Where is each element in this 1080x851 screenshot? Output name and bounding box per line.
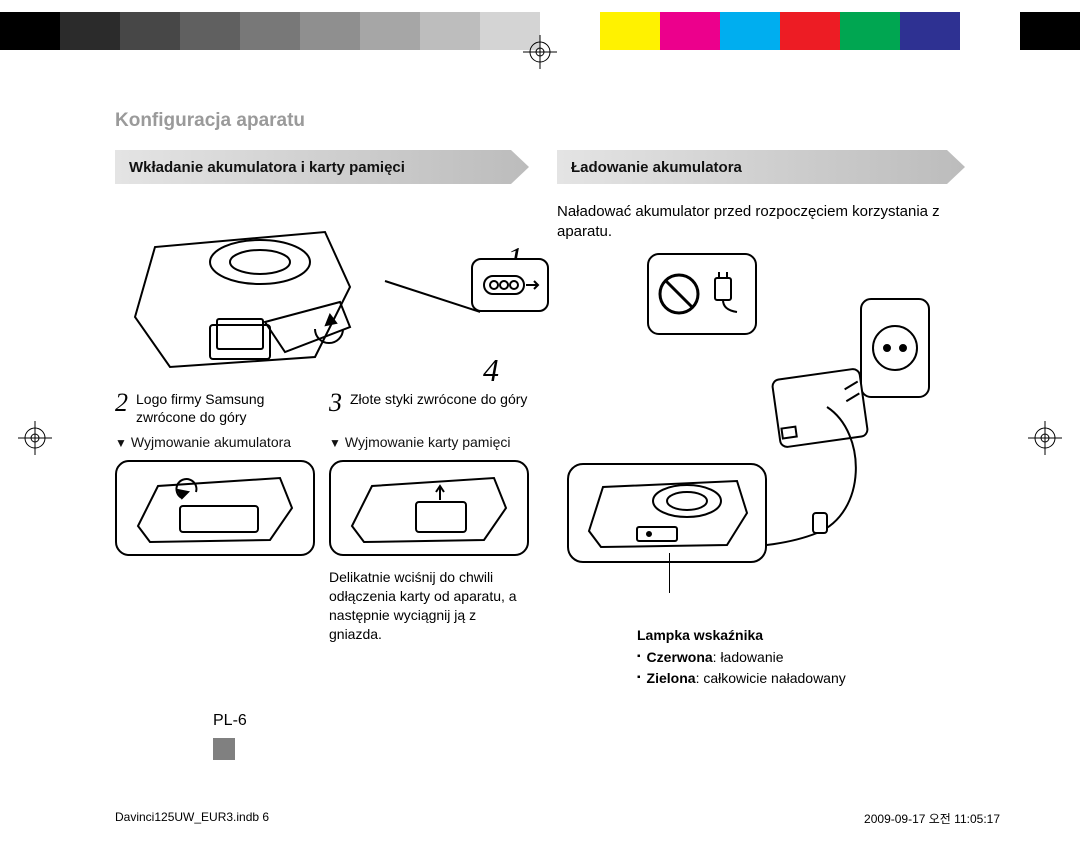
usb-plug-icon bbox=[707, 272, 747, 316]
remove-card-illustration bbox=[329, 460, 529, 556]
step-number-4: 4 bbox=[483, 352, 499, 389]
color-swatch bbox=[300, 12, 360, 50]
color-swatch bbox=[840, 12, 900, 50]
color-swatch bbox=[720, 12, 780, 50]
color-swatch bbox=[900, 12, 960, 50]
charge-intro-text: Naładować akumulator przed rozpoczęciem … bbox=[557, 202, 965, 243]
color-swatch bbox=[600, 12, 660, 50]
slide-direction-inset bbox=[471, 258, 549, 312]
indicator-red-text: : ładowanie bbox=[713, 649, 784, 665]
camera-bottom-illustration bbox=[567, 463, 767, 563]
section-title: Konfiguracja aparatu bbox=[115, 110, 965, 132]
card-eject-icon bbox=[344, 468, 514, 548]
camera-bottom-icon bbox=[577, 471, 757, 555]
page-content: Konfiguracja aparatu Wkładanie akumulato… bbox=[115, 110, 965, 800]
triangle-down-icon: ▼ bbox=[115, 434, 127, 452]
triangle-down-icon: ▼ bbox=[329, 434, 341, 452]
leader-line bbox=[385, 280, 481, 313]
color-swatch bbox=[1020, 12, 1080, 50]
step-2-text: Logo firmy Samsung zwrócone do góry bbox=[136, 390, 315, 426]
page-number: PL-6 bbox=[213, 712, 247, 730]
indicator-lamp-block: Lampka wskaźnika Czerwona: ładowanie Zie… bbox=[637, 627, 965, 689]
color-swatch bbox=[420, 12, 480, 50]
registration-mark-icon bbox=[523, 35, 557, 69]
step-number-3: 3 bbox=[329, 390, 342, 416]
right-column: Ładowanie akumulatora Naładować akumulat… bbox=[557, 150, 965, 689]
color-swatch bbox=[180, 12, 240, 50]
battery-eject-icon bbox=[130, 468, 300, 548]
step-2-description: 2 Logo firmy Samsung zwrócone do góry bbox=[115, 390, 315, 426]
left-heading-text: Wkładanie akumulatora i karty pamięci bbox=[129, 159, 405, 176]
remove-card-label: ▼ Wyjmowanie karty pamięci bbox=[329, 434, 529, 452]
leader-line bbox=[669, 553, 670, 593]
camera-drawing-icon bbox=[115, 207, 375, 377]
indicator-green-label: Zielona bbox=[647, 670, 696, 686]
step-3-text: Złote styki zwrócone do góry bbox=[350, 390, 527, 408]
print-footer: Davinci125UW_EUR3.indb 6 2009-09-17 오전 1… bbox=[115, 810, 1000, 827]
card-release-note: Delikatnie wciśnij do chwili odłączenia … bbox=[329, 568, 529, 644]
remove-battery-text: Wyjmowanie akumulatora bbox=[131, 434, 291, 450]
indicator-red-row: Czerwona: ładowanie bbox=[637, 647, 965, 668]
step-number-2: 2 bbox=[115, 390, 128, 416]
page-tab-mark bbox=[213, 738, 235, 760]
color-swatch bbox=[60, 12, 120, 50]
color-swatch bbox=[360, 12, 420, 50]
right-heading-text: Ładowanie akumulatora bbox=[571, 159, 742, 176]
indicator-green-text: : całkowicie naładowany bbox=[696, 670, 846, 686]
registration-mark-icon bbox=[18, 421, 52, 455]
footer-timestamp: 2009-09-17 오전 11:05:17 bbox=[864, 810, 1000, 827]
wall-outlet-icon bbox=[855, 293, 935, 403]
indicator-heading: Lampka wskaźnika bbox=[637, 627, 965, 643]
charging-diagram bbox=[557, 253, 965, 573]
step-3-description: 3 Złote styki zwrócone do góry bbox=[329, 390, 529, 426]
registration-mark-icon bbox=[1028, 421, 1062, 455]
color-swatch bbox=[120, 12, 180, 50]
prohibited-icon bbox=[657, 272, 701, 316]
color-swatch bbox=[780, 12, 840, 50]
camera-insert-illustration: 1 4 bbox=[115, 202, 529, 382]
remove-card-text: Wyjmowanie karty pamięci bbox=[345, 434, 511, 450]
color-swatch bbox=[960, 12, 1020, 50]
color-swatch bbox=[0, 12, 60, 50]
remove-battery-label: ▼ Wyjmowanie akumulatora bbox=[115, 434, 315, 452]
color-swatch bbox=[240, 12, 300, 50]
indicator-green-row: Zielona: całkowicie naładowany bbox=[637, 668, 965, 689]
remove-battery-illustration bbox=[115, 460, 315, 556]
slide-arrow-icon bbox=[480, 270, 540, 300]
indicator-red-label: Czerwona bbox=[647, 649, 713, 665]
color-swatch bbox=[660, 12, 720, 50]
left-column: Wkładanie akumulatora i karty pamięci bbox=[115, 150, 529, 689]
left-heading-arrow: Wkładanie akumulatora i karty pamięci bbox=[115, 150, 529, 184]
do-not-plug-direct-inset bbox=[647, 253, 757, 335]
right-heading-arrow: Ładowanie akumulatora bbox=[557, 150, 965, 184]
footer-filename: Davinci125UW_EUR3.indb 6 bbox=[115, 810, 269, 827]
